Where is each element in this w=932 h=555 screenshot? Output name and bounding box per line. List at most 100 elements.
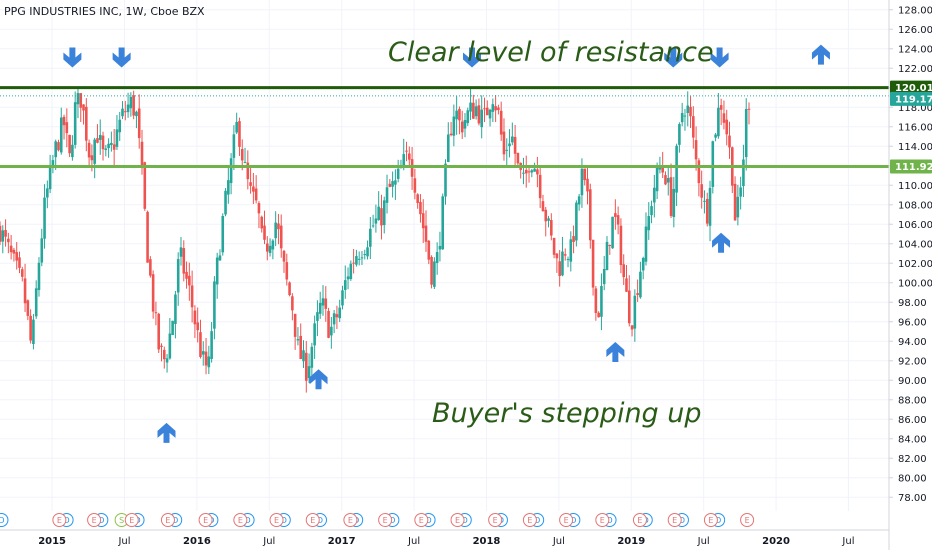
earnings-marker[interactable]: E xyxy=(343,513,358,527)
earnings-marker[interactable]: E xyxy=(233,513,248,527)
earnings-marker[interactable]: E xyxy=(87,513,102,527)
dividend-marker-label: D xyxy=(534,516,540,525)
earnings-marker-label: E xyxy=(274,516,279,525)
down-arrow-icon xyxy=(463,47,482,68)
x-tick-label: 2017 xyxy=(328,536,356,547)
y-tick-label: 110.00 xyxy=(898,181,932,192)
earnings-marker[interactable]: E xyxy=(522,513,537,527)
candle-body xyxy=(661,165,664,173)
earnings-marker[interactable]: E xyxy=(632,513,647,527)
candle-body xyxy=(647,216,651,231)
earnings-marker[interactable]: E xyxy=(488,513,503,527)
earnings-marker-circle[interactable] xyxy=(414,513,429,527)
candle-body xyxy=(466,110,470,124)
earnings-marker[interactable]: E xyxy=(740,513,755,527)
candle-body xyxy=(260,216,264,229)
candle-body xyxy=(666,178,670,183)
earnings-marker-circle[interactable] xyxy=(160,513,175,527)
candle-body xyxy=(522,172,525,174)
earnings-marker[interactable]: E xyxy=(667,513,682,527)
candle-body xyxy=(644,226,648,262)
candle-body xyxy=(82,104,85,111)
candle-body xyxy=(550,220,553,236)
candle-body xyxy=(271,240,275,250)
earnings-marker[interactable]: E xyxy=(52,513,67,527)
candle-body xyxy=(193,310,197,325)
y-tick-label: 106.00 xyxy=(898,220,932,231)
dividend-marker[interactable]: D xyxy=(0,513,9,527)
earnings-marker-circle[interactable] xyxy=(305,513,320,527)
candle-body xyxy=(291,296,294,311)
candle-body xyxy=(126,104,130,113)
candle-body xyxy=(650,206,653,216)
earnings-marker-circle[interactable] xyxy=(198,513,213,527)
candle-body xyxy=(349,263,353,280)
split-marker-label: S xyxy=(119,516,124,525)
earnings-marker[interactable]: E xyxy=(160,513,175,527)
candle-body xyxy=(692,116,695,138)
earnings-marker[interactable]: E xyxy=(595,513,610,527)
dividend-marker-circle[interactable] xyxy=(0,513,9,527)
earnings-marker-circle[interactable] xyxy=(52,513,67,527)
candle-body xyxy=(633,295,637,329)
candle-body xyxy=(366,247,369,257)
earnings-marker-circle[interactable] xyxy=(124,513,139,527)
candle-body xyxy=(188,275,191,286)
earnings-marker-circle[interactable] xyxy=(559,513,574,527)
earnings-marker[interactable]: E xyxy=(269,513,284,527)
y-tick-label: 96.00 xyxy=(898,317,927,328)
candle-body xyxy=(639,271,642,298)
candle-body xyxy=(488,109,492,119)
earnings-marker[interactable]: E xyxy=(414,513,429,527)
earnings-marker[interactable]: E xyxy=(378,513,393,527)
levels xyxy=(0,86,889,169)
earnings-marker-circle[interactable] xyxy=(343,513,358,527)
candle-body xyxy=(421,213,425,229)
y-tick-label: 84.00 xyxy=(898,434,927,445)
y-tick-label: 88.00 xyxy=(898,395,927,406)
candle-body xyxy=(516,152,520,164)
candle-body xyxy=(511,136,514,143)
earnings-marker[interactable]: E xyxy=(559,513,574,527)
earnings-marker-circle[interactable] xyxy=(378,513,393,527)
earnings-marker-circle[interactable] xyxy=(703,513,718,527)
earnings-marker[interactable]: E xyxy=(703,513,718,527)
earnings-marker-circle[interactable] xyxy=(522,513,537,527)
earnings-marker-circle[interactable] xyxy=(269,513,284,527)
earnings-marker-label: E xyxy=(745,516,750,525)
candle-body xyxy=(446,134,450,163)
candle-body xyxy=(708,187,712,226)
earnings-marker-circle[interactable] xyxy=(667,513,682,527)
candle-body xyxy=(204,351,208,366)
candle-body xyxy=(71,144,74,158)
earnings-marker-circle[interactable] xyxy=(632,513,647,527)
earnings-marker[interactable]: E xyxy=(198,513,213,527)
candle-body xyxy=(533,168,536,172)
earnings-marker[interactable]: E xyxy=(305,513,320,527)
earnings-marker-circle[interactable] xyxy=(87,513,102,527)
candle-body xyxy=(115,129,119,147)
earnings-marker-circle[interactable] xyxy=(488,513,503,527)
earnings-marker-circle[interactable] xyxy=(595,513,610,527)
candle-body xyxy=(182,248,186,274)
earnings-marker-label: E xyxy=(708,516,713,525)
earnings-marker-circle[interactable] xyxy=(740,513,755,527)
candle-body xyxy=(552,237,556,255)
dividend-marker-label: D xyxy=(389,516,395,525)
candle-body xyxy=(689,106,692,117)
candle-body xyxy=(96,138,99,143)
earnings-marker-circle[interactable] xyxy=(450,513,465,527)
earnings-marker-circle[interactable] xyxy=(233,513,248,527)
x-tick-label: 2020 xyxy=(762,536,790,547)
candle-body xyxy=(680,113,684,123)
dividend-marker-label: D xyxy=(317,516,323,525)
earnings-marker[interactable]: E xyxy=(450,513,465,527)
candle-body xyxy=(736,196,740,218)
split-marker[interactable]: S xyxy=(114,513,129,527)
earnings-marker[interactable]: E xyxy=(124,513,139,527)
x-tick-label: 2015 xyxy=(38,536,66,547)
event-markers[interactable]: DDDDDDDDDDDDDDDDDDDDSEEEEEEEEEEEEEEEEEEE… xyxy=(0,513,755,527)
